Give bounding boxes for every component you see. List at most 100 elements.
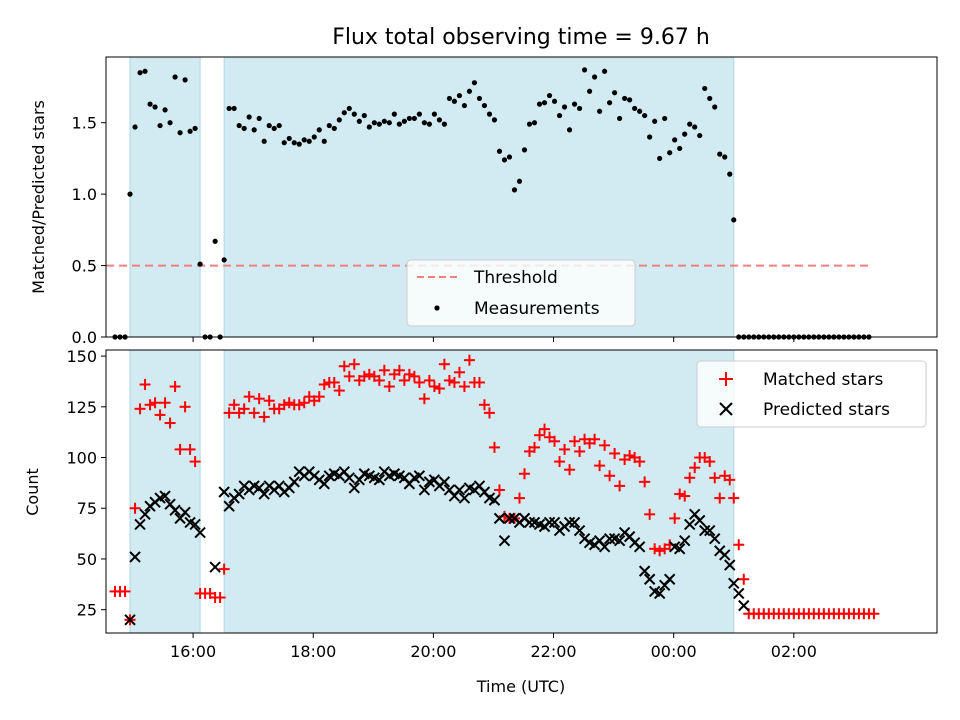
predicted-point-b [593, 534, 606, 547]
measurement-point [712, 104, 718, 110]
matched-point [539, 423, 551, 435]
predicted-point-b [709, 532, 721, 545]
measurement-point [321, 138, 327, 144]
matched-point [534, 429, 546, 441]
predicted-point [343, 472, 355, 484]
matched-point [559, 443, 571, 455]
measurement-point [132, 124, 138, 130]
matched-point [589, 433, 601, 445]
legend-measurements-swatch [434, 305, 440, 311]
predicted-point-b [428, 474, 441, 486]
matched-point [554, 456, 566, 468]
x-tick-label-2: 20:00 [410, 642, 456, 661]
matched-point [408, 370, 420, 382]
predicted-point-b [343, 472, 355, 484]
measurement-point [516, 178, 523, 184]
predicted-point [373, 474, 386, 486]
measurement-point [647, 134, 653, 140]
measurement-point [506, 154, 513, 160]
matched-point [348, 358, 360, 370]
measurement-point [551, 98, 558, 104]
matched-point [679, 490, 691, 502]
matched-point [134, 403, 146, 415]
measurement-point [581, 67, 588, 73]
predicted-point-b [189, 518, 201, 531]
count-panel: 16:00 18:00 20:00 22:00 00:00 02:00 25 50 75 100 1… [23, 347, 938, 696]
predicted-point-b [458, 492, 471, 504]
predicted-point-b [258, 488, 270, 500]
measurement-point [306, 138, 312, 144]
matched-point [318, 378, 330, 390]
predicted-point-b [543, 516, 556, 529]
predicted-point [218, 486, 230, 498]
predicted-point [638, 565, 651, 577]
predicted-point-b [368, 472, 381, 484]
measurement-point [731, 217, 737, 223]
legend-frame-top [406, 259, 636, 327]
predicted-point [603, 532, 616, 545]
matched-point [403, 368, 415, 380]
measurement-point [491, 117, 498, 123]
matched-point [513, 492, 525, 504]
matched-point [674, 488, 686, 500]
predicted-point-b [164, 498, 176, 510]
predicted-point [683, 518, 696, 531]
legend-frame-bottom [696, 360, 927, 428]
predicted-point-b [124, 614, 136, 626]
x-tick-label-0: 16:00 [170, 642, 216, 661]
measurement-point [167, 120, 173, 126]
measurement-point [476, 95, 483, 102]
predicted-point-b [473, 480, 486, 492]
measurement-point [391, 111, 397, 117]
measurement-point [152, 104, 158, 110]
ratio-panel: 0.0 0.5 1.0 1.5 Matched/Predicted stars Thr… [29, 56, 938, 347]
matched-point [728, 492, 740, 504]
matched-point [228, 399, 240, 411]
measurement-point [346, 105, 352, 112]
predicted-point-b [738, 599, 750, 612]
measurement-point [276, 122, 282, 129]
matched-point [483, 407, 495, 419]
matched-point [293, 399, 305, 411]
predicted-point [613, 534, 626, 547]
matched-point [278, 399, 290, 411]
predicted-point [348, 482, 361, 494]
predicted-point-b [438, 476, 451, 488]
predicted-point-b [643, 573, 656, 585]
matched-point [174, 443, 186, 455]
matched-point [238, 403, 250, 415]
measurement-point [296, 141, 302, 147]
predicted-point [548, 516, 561, 529]
matched-point [634, 456, 646, 468]
measurement-point [351, 111, 357, 117]
predicted-point-b [328, 468, 340, 480]
matched-point [724, 474, 736, 486]
measurement-point [376, 121, 382, 127]
matched-point [529, 441, 541, 453]
matched-point [624, 449, 636, 461]
legend-measurements-label: Measurements [474, 299, 600, 319]
predicted-point [129, 551, 141, 563]
predicted-point [139, 508, 151, 521]
matched-point [179, 401, 191, 413]
measurement-point [717, 151, 723, 157]
measurement-point [366, 124, 372, 130]
predicted-point-b [573, 524, 586, 537]
predicted-point-b [689, 508, 701, 521]
predicted-point [598, 541, 611, 553]
matched-point [433, 383, 445, 395]
x-tick-label-1: 18:00 [290, 642, 336, 661]
predicted-point-b [179, 506, 191, 519]
predicted-point-b [129, 551, 141, 563]
predicted-point-b [563, 516, 576, 529]
predicted-point-b [673, 543, 686, 555]
matched-point [169, 381, 181, 393]
matched-point [639, 476, 651, 488]
measurement-point [286, 135, 292, 142]
predicted-point-b [663, 573, 676, 585]
predicted-point [694, 514, 706, 527]
matched-point [119, 585, 131, 597]
predicted-point-b [139, 508, 151, 521]
x-tick-label-4: 00:00 [651, 642, 697, 661]
measurement-point [531, 120, 538, 126]
